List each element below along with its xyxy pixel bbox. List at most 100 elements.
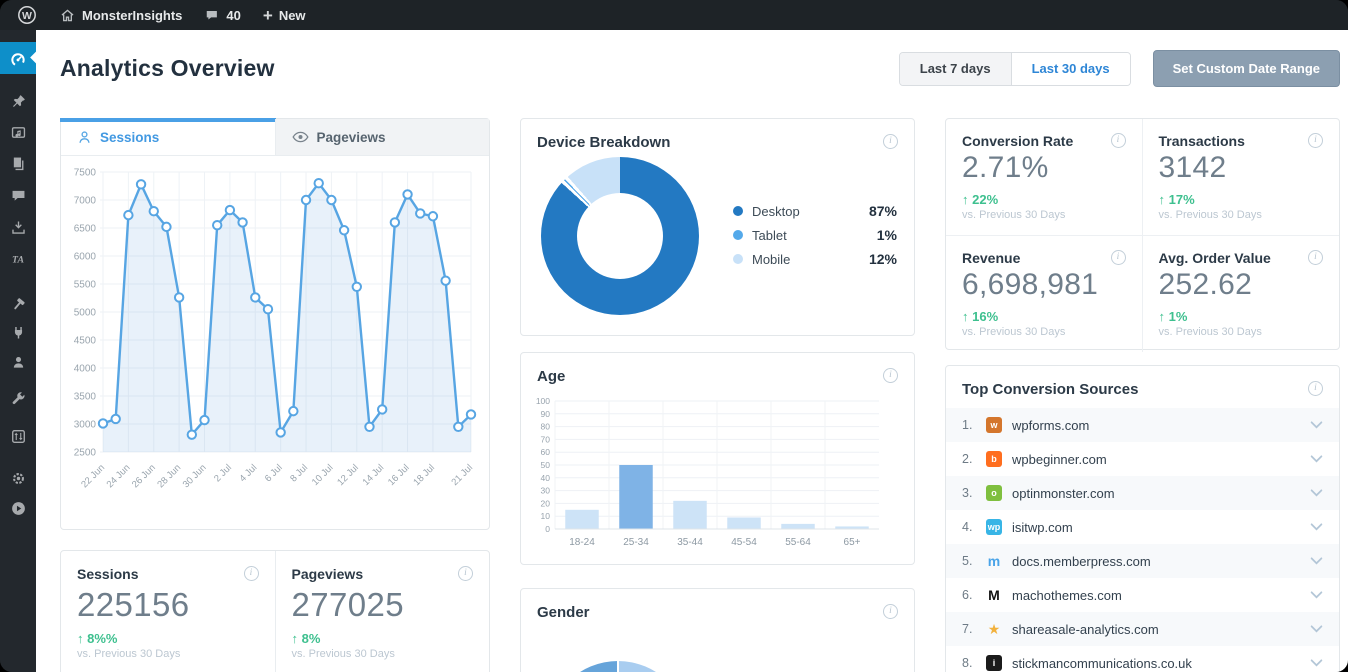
svg-text:18 Jul: 18 Jul [411,462,437,488]
sidebar-item-comments-icon[interactable] [0,187,36,204]
new-label: New [278,7,306,23]
svg-text:18-24: 18-24 [569,537,595,548]
summary-comparison: vs. Previous 30 Days [291,648,395,660]
sidebar-item-pages-icon[interactable] [0,155,36,172]
wordpress-logo-icon[interactable]: W [6,0,48,30]
date-controls: Last 7 days Last 30 days Set Custom Date… [898,50,1340,87]
metric-card-revenue: Revenue i 6,698,981 ↑ 16% vs. Previous 3… [946,236,1143,352]
conversion-source-row[interactable]: 7. ★ shareasale-analytics.com [946,612,1339,646]
source-rank: 1. [962,418,973,432]
tab-sessions[interactable]: Sessions [60,118,275,155]
chart-tabbar: Sessions Pageviews [60,118,489,156]
svg-text:35-44: 35-44 [677,537,703,548]
summary-label: Pageviews [291,566,364,582]
chevron-down-icon[interactable] [1310,421,1323,429]
optinmonster-favicon: o [986,485,1002,501]
conversion-source-row[interactable]: 3. o optinmonster.com [946,476,1339,510]
gender-panel: Gender i [520,588,915,672]
legend-value: 1% [876,227,897,243]
svg-text:12 Jul: 12 Jul [335,462,361,488]
last-7-days-button[interactable]: Last 7 days [899,52,1011,85]
conversion-source-row[interactable]: 8. i stickmancommunications.co.uk [946,646,1339,672]
up-arrow-icon: ↑ [1158,192,1166,207]
sidebar-item-media-icon[interactable] [0,124,36,141]
source-domain: stickmancommunications.co.uk [1012,655,1192,671]
sidebar-item-hammer-icon[interactable] [0,296,36,313]
up-arrow-icon: ↑ [962,192,969,207]
chevron-down-icon[interactable] [1310,591,1323,599]
info-icon[interactable]: i [1110,133,1126,148]
conversion-source-row[interactable]: 1. w wpforms.com [946,408,1339,442]
conversion-source-row[interactable]: 5. m docs.memberpress.com [946,544,1339,578]
site-menu[interactable]: MonsterInsights [48,0,193,30]
sidebar-item-play-icon[interactable] [0,500,36,517]
chevron-down-icon[interactable] [1310,455,1323,463]
sessions-line-chart: 2500 3000 3500 4000 4500 5000 5500 6000 6500 7000… [61,156,489,527]
info-icon[interactable]: i [243,566,259,581]
svg-text:28 Jun: 28 Jun [155,462,183,490]
source-rank: 5. [962,554,973,568]
comments-menu[interactable]: 40 [193,0,251,30]
info-icon[interactable]: i [883,134,898,149]
conversion-source-row[interactable]: 2. b wpbeginner.com [946,442,1339,476]
site-name: MonsterInsights [82,7,183,23]
new-menu[interactable]: + New [252,0,317,30]
legend-value: 87% [868,203,897,219]
svg-text:65+: 65+ [844,537,861,548]
info-icon[interactable]: i [1308,381,1323,396]
metric-label: Revenue [962,250,1021,266]
info-icon[interactable]: i [1308,133,1323,148]
set-custom-date-range-button[interactable]: Set Custom Date Range [1152,50,1340,87]
chevron-down-icon[interactable] [1310,489,1323,497]
age-bar-chart-svg: 0 10 20 30 40 50 60 70 80 90 100 18-24 25-34 35-44 45-… [536,396,879,548]
sidebar-item-active-highlight [0,42,36,74]
chevron-down-icon[interactable] [1310,625,1323,633]
sidebar-item-plug-icon[interactable] [0,324,36,341]
sidebar-item-dashboard-gauge-icon[interactable] [0,50,36,68]
column-middle: Device Breakdown i Desktop 87% Tablet 1%… [520,118,915,672]
svg-text:24 Jun: 24 Jun [105,462,133,490]
up-arrow-icon: ↑ [1158,309,1166,324]
conversion-source-row[interactable]: 4. wp isitwp.com [946,510,1339,544]
sidebar-item-sliders-icon[interactable] [0,428,36,445]
summary-label: Sessions [77,566,139,582]
metric-card-avg-order-value: Avg. Order Value i 252.62 ↑ 1% vs. Previ… [1143,236,1340,352]
sidebar-item-pin-icon[interactable] [0,93,36,110]
last-30-days-button[interactable]: Last 30 days [1010,52,1130,85]
svg-text:2500: 2500 [74,448,97,459]
chevron-down-icon[interactable] [1310,557,1323,565]
tab-pageviews[interactable]: Pageviews [274,119,489,155]
star-favicon: ★ [987,620,1001,637]
sidebar-item-user-icon[interactable] [0,354,36,371]
gender-title: Gender [537,604,590,621]
info-icon[interactable]: i [883,368,898,383]
wpforms-favicon: w [986,417,1002,433]
memberpress-favicon: m [987,553,1001,569]
summary-comparison: vs. Previous 30 Days [77,648,181,660]
chevron-down-icon[interactable] [1310,659,1323,667]
conversion-source-row[interactable]: 6. M machothemes.com [946,578,1339,612]
chevron-down-icon[interactable] [1310,523,1323,531]
summary-delta: ↑ 8%% [77,631,118,646]
svg-text:14 Jul: 14 Jul [361,462,387,488]
top-conversion-sources-panel: Top Conversion Sources i 1. w wpforms.co… [945,365,1340,672]
sidebar-item-download-icon[interactable] [0,219,36,236]
sidebar-item-ta-icon[interactable]: TA [0,250,36,267]
sidebar-item-gear-badge-icon[interactable] [0,470,36,487]
sidebar-item-wrench-icon[interactable] [0,390,36,407]
admin-sidebar: TA [0,30,36,672]
legend-dot [733,254,743,264]
source-domain: wpbeginner.com [1012,451,1107,467]
info-icon[interactable]: i [458,566,473,581]
age-title: Age [537,368,566,385]
summary-card-sessions: Sessions i 225156 ↑ 8%% vs. Previous 30 … [61,551,275,672]
dashboard-columns: Sessions Pageviews 2500 3000 3500 4000 4500 5… [60,118,1340,672]
metric-value: 3142 [1158,151,1227,184]
legend-dot [733,230,743,240]
svg-text:60: 60 [541,447,551,457]
info-icon[interactable]: i [1110,250,1126,265]
info-icon[interactable]: i [883,604,898,619]
info-icon[interactable]: i [1308,250,1323,265]
metric-comparison: vs. Previous 30 Days [1158,326,1262,338]
